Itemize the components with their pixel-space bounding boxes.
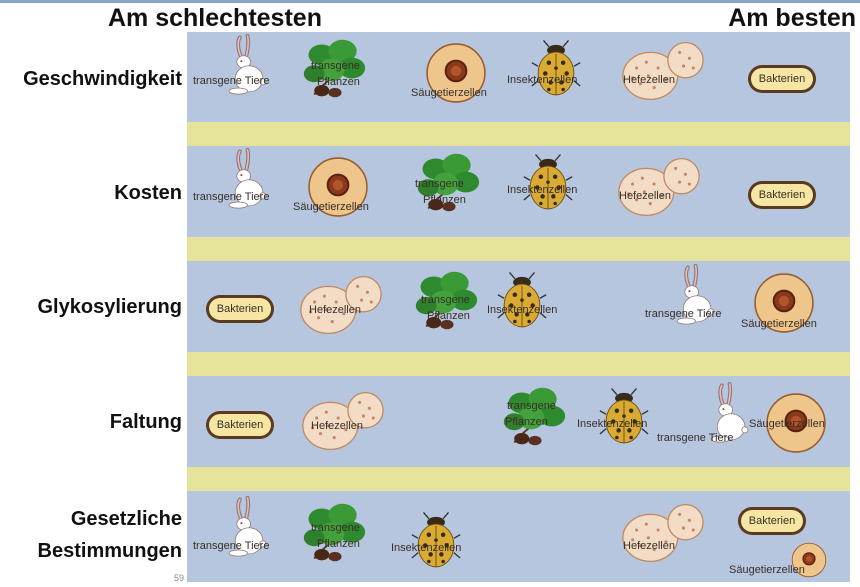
label-transgene-tiere: transgene Tiere [645,308,722,320]
row-label-glykosylierung: Glykosylierung [37,296,183,318]
beetle-icon [523,152,573,214]
label-saeugetierzellen: Säugetierzellen [729,564,805,576]
label-saeugetierzellen: Säugetierzellen [411,87,487,99]
row-label-kosten: Kosten [114,182,182,204]
label-bakterien: Bakterien [216,419,264,431]
bacteria-icon: Bakterien [737,506,807,536]
label-bakterien: Bakterien [748,515,796,527]
label-saeugetierzellen: Säugetierzellen [741,318,817,330]
label-bakterien: Bakterien [758,189,806,201]
label-pflanzen: Pflanzen [427,310,470,322]
label-pflanzen: Pflanzen [423,194,466,206]
yeast-icon [615,154,703,218]
label-saeugetierzellen: Säugetierzellen [293,201,369,213]
row-divider [187,237,850,261]
top-rule [0,0,860,3]
label-hefezellen: Hefezellen [623,540,675,552]
yeast-icon [619,38,707,102]
beetle-icon [411,510,461,572]
label-hefezellen: Hefezellen [311,420,363,432]
bacteria-icon: Bakterien [747,180,817,210]
label-transgene-tiere: transgene Tiere [193,75,270,87]
label-transgene: transgene [507,400,556,412]
bacteria-icon: Bakterien [205,294,275,324]
label-transgene-tiere: transgene Tiere [193,540,270,552]
label-hefezellen: Hefezellen [619,190,671,202]
label-insektenzellen: Insektenzellen [391,542,462,554]
label-bakterien: Bakterien [758,73,806,85]
label-transgene: transgene [421,294,470,306]
label-transgene-tiere: transgene Tiere [657,432,734,444]
label-pflanzen: Pflanzen [317,76,360,88]
label-transgene-tiere: transgene Tiere [193,191,270,203]
label-hefezellen: Hefezellen [309,304,361,316]
page-number: 59 [174,573,185,583]
bacteria-icon: Bakterien [747,64,817,94]
row-label-faltung: Faltung [109,411,182,433]
label-transgene: transgene [311,522,360,534]
beetle-icon [599,386,649,448]
label-transgene: transgene [311,60,360,72]
row-divider [187,467,850,491]
beetle-icon [531,38,581,100]
header-worst: Am schlechtesten [108,4,322,32]
label-insektenzellen: Insektenzellen [487,304,558,316]
label-saeugetierzellen: Säugetierzellen [749,418,825,430]
label-pflanzen: Pflanzen [505,416,548,428]
bacteria-icon: Bakterien [205,410,275,440]
row-label-gesetzliche: Gesetzliche [70,508,182,530]
label-insektenzellen: Insektenzellen [577,418,648,430]
label-transgene: transgene [415,178,464,190]
row-divider [187,122,850,146]
comparison-panel: transgene Tiere transgene Pflanzen Säuge… [187,32,850,582]
label-insektenzellen: Insektenzellen [507,184,578,196]
beetle-icon [497,270,547,332]
row-label-bestimmungen: Bestimmungen [37,540,182,562]
row-divider [187,352,850,376]
label-insektenzellen: Insektenzellen [507,74,578,86]
label-hefezellen: Hefezellen [623,74,675,86]
yeast-icon [619,500,707,564]
row-label-geschwindigkeit: Geschwindigkeit [23,68,182,90]
label-bakterien: Bakterien [216,303,264,315]
header-best: Am besten [728,4,856,32]
label-pflanzen: Pflanzen [317,538,360,550]
